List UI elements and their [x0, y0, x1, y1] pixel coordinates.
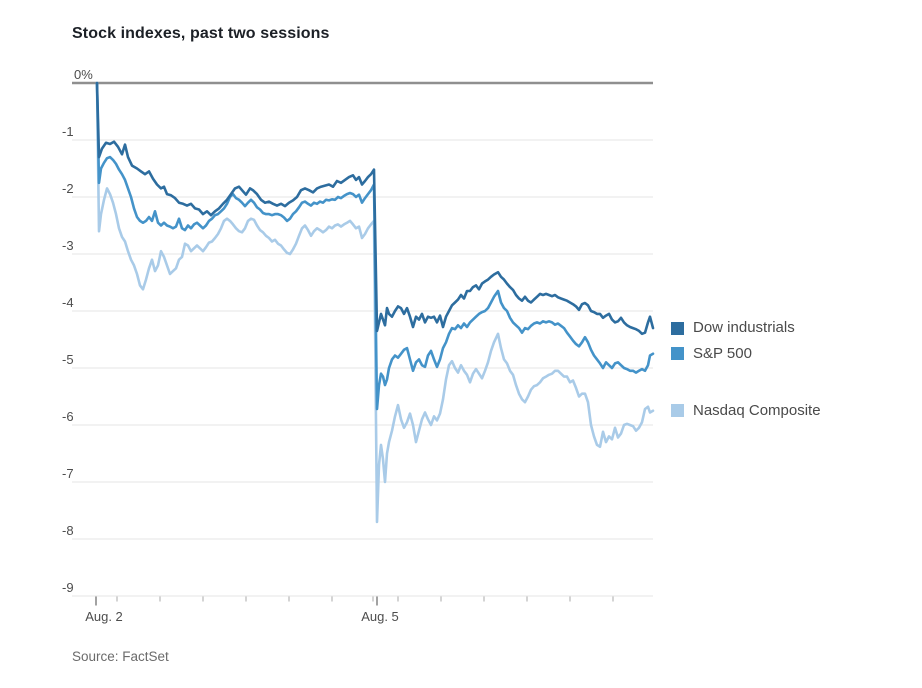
y-axis-tick-label: -8: [62, 523, 74, 538]
y-axis-tick-label: -1: [62, 124, 74, 139]
legend-label-s-p-500: S&P 500: [693, 344, 752, 362]
x-axis-tick-label: Aug. 5: [361, 609, 399, 624]
legend-swatch-dow-industrials: [671, 321, 684, 335]
series-line-nasdaq-composite: [95, 81, 655, 524]
y-axis-tick-label: -4: [62, 295, 74, 310]
chart-title: Stock indexes, past two sessions: [72, 25, 330, 42]
legend-item-s-p-500: S&P 500: [671, 344, 752, 362]
y-axis-tick-label: -5: [62, 352, 74, 367]
legend-item-dow-industrials: Dow industrials: [671, 320, 795, 336]
chart-legend: Dow industrials S&P 500 Nasdaq Composite: [671, 0, 921, 688]
legend-label-nasdaq-composite: Nasdaq Composite: [693, 401, 821, 419]
y-axis-tick-label: -7: [62, 466, 74, 481]
y-axis-tick-label: -6: [62, 409, 74, 424]
legend-swatch-s-p-500: [671, 347, 684, 361]
x-axis-tick-label: Aug. 2: [85, 609, 123, 624]
source-note: Source: FactSet: [72, 649, 169, 664]
legend-label-dow-industrials: Dow industrials: [693, 319, 795, 337]
y-axis-tick-label: -3: [62, 238, 74, 253]
series-line-s-p-500: [95, 81, 655, 411]
y-axis-tick-label: -9: [62, 580, 74, 595]
legend-item-nasdaq-composite: Nasdaq Composite: [671, 401, 821, 419]
y-axis-tick-label: -2: [62, 181, 74, 196]
series-line-dow-industrials: [95, 81, 655, 336]
legend-swatch-nasdaq-composite: [671, 404, 684, 418]
y-axis-tick-label: 0%: [74, 67, 93, 82]
